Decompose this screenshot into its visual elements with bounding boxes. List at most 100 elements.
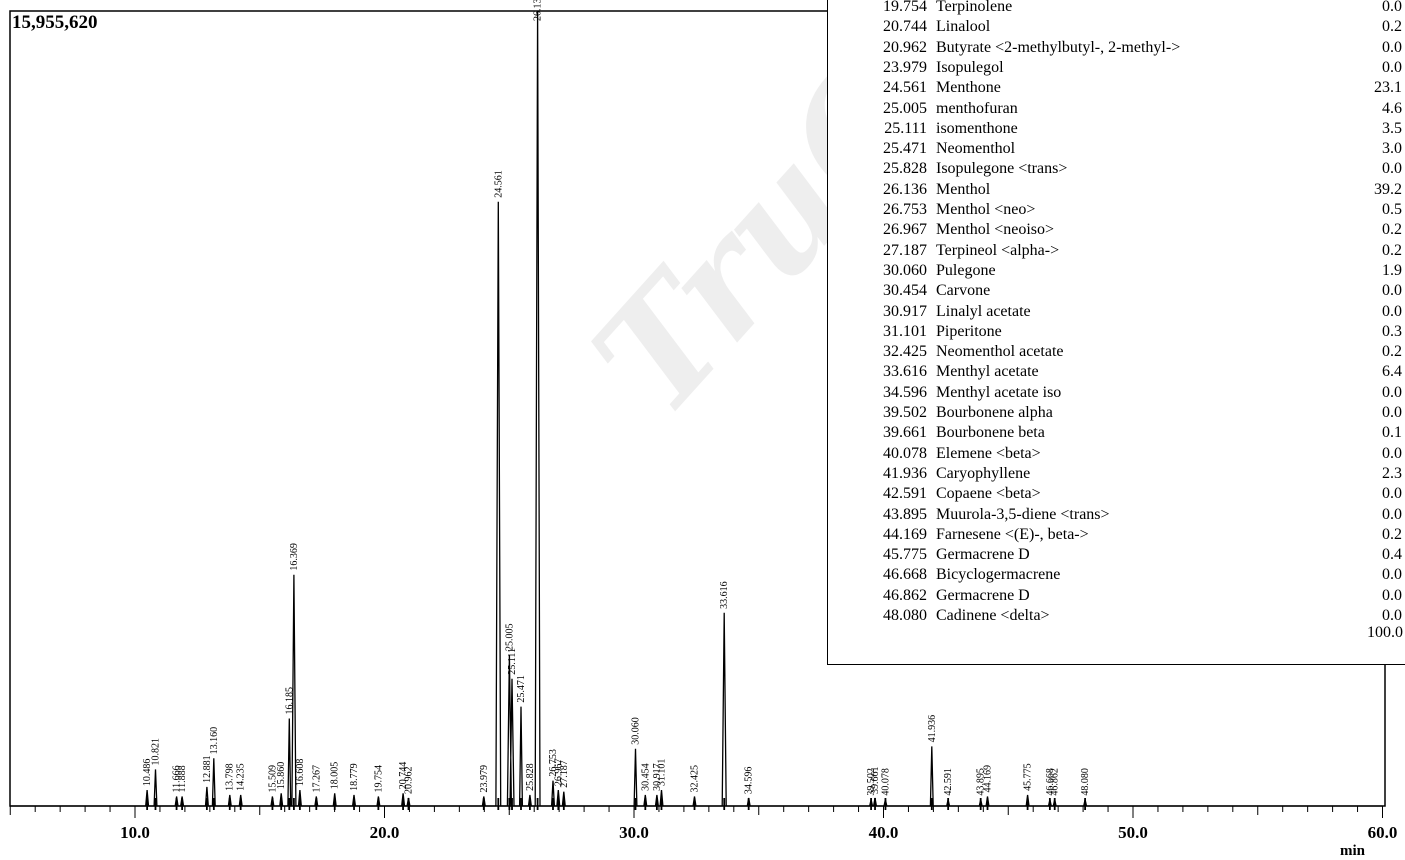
peak-label: 25.111 [507,648,518,675]
row-compound-name: Pulegone [936,261,996,279]
peak-label: 17.267 [311,765,322,793]
table-row: 45.775 Germacrene D 0.4 [828,546,1404,567]
peak-label: 41.936 [927,715,938,743]
row-compound-name: Piperitone [936,322,1002,340]
row-retention-time: 34.596 [883,383,927,401]
row-retention-time: 25.005 [883,99,927,117]
row-compound-name: Elemene <beta> [936,444,1041,462]
peak-label: 26.967 [553,759,564,787]
table-row: 25.828 Isopulegone <trans> 0.0 [828,160,1404,181]
row-area-percent: 0.0 [1382,302,1402,320]
table-row: 34.596 Menthyl acetate iso 0.0 [828,384,1404,405]
row-retention-time: 25.828 [883,160,927,178]
table-row: 32.425 Neomenthol acetate 0.2 [828,343,1404,364]
row-area-percent: 0.0 [1382,566,1402,584]
peak-label: 25.828 [525,763,536,791]
row-area-percent: 4.6 [1382,99,1402,117]
row-area-percent: 0.0 [1382,160,1402,178]
peak-label: 18.005 [330,762,341,790]
row-compound-name: Menthone [936,79,1001,97]
table-row: 26.753 Menthol <neo> 0.5 [828,201,1404,222]
peak-label: 13.160 [209,727,220,755]
peak-label: 32.425 [690,765,701,793]
row-area-percent: 6.4 [1382,363,1402,381]
row-compound-name: Bourbonene alpha [936,404,1053,421]
peak-label: 33.616 [719,581,730,609]
row-area-percent: 0.2 [1382,241,1402,259]
row-area-percent: 39.2 [1374,180,1402,198]
table-row: 39.502 Bourbonene alpha 0.0 [828,404,1404,425]
table-row: 48.080 Cadinene <delta> 0.0 [828,607,1404,628]
row-retention-time: 24.561 [883,79,927,97]
row-area-percent: 0.0 [1382,404,1402,421]
row-compound-name: Isopulegone <trans> [936,160,1068,178]
row-retention-time: 19.754 [883,0,927,15]
peak-label: 26.753 [548,749,559,777]
row-compound-name: Terpineol <alpha-> [936,241,1060,259]
table-row: 43.895 Muurola-3,5-diene <trans> 0.0 [828,506,1404,527]
peak-label: 39.661 [870,767,881,795]
row-compound-name: Butyrate <2-methylbutyl-, 2-methyl-> [936,38,1181,56]
peak-label: 12.881 [202,755,213,783]
table-row: 27.187 Terpineol <alpha-> 0.2 [828,242,1404,263]
peak-label: 15.860 [276,762,287,790]
peak-label: 27.187 [559,760,570,788]
row-retention-time: 46.862 [883,586,927,604]
row-compound-name: Muurola-3,5-diene <trans> [936,505,1110,523]
peak-label: 46.668 [1045,768,1056,796]
x-tick-label: 10.0 [120,823,150,842]
peak-label: 34.596 [744,767,755,795]
row-area-percent: 0.2 [1382,343,1402,361]
row-retention-time: 30.454 [883,282,927,300]
peak-label: 26.136 [533,0,544,21]
peak-label: 46.862 [1050,768,1061,796]
row-retention-time: 45.775 [883,546,927,564]
row-compound-name: Cadinene <delta> [936,607,1050,624]
table-row: 25.111 isomenthone 3.5 [828,120,1404,141]
table-row: 33.616 Menthyl acetate 6.4 [828,363,1404,384]
table-row: 26.136 Menthol 39.2 [828,181,1404,202]
table-row: 19.754 Terpinolene 0.0 [828,0,1404,19]
row-compound-name: Neomenthol [936,140,1016,158]
x-tick-label: 40.0 [869,823,899,842]
row-retention-time: 42.591 [883,485,927,503]
row-retention-time: 39.661 [883,424,927,442]
row-area-percent: 3.0 [1382,140,1402,158]
row-retention-time: 40.078 [883,444,927,462]
table-row: 44.169 Farnesene <(E)-, beta-> 0.2 [828,526,1404,547]
x-tick-label: 60.0 [1368,823,1398,842]
peak-label: 11.666 [172,765,183,792]
y-max-label: 15,955,620 [12,12,98,33]
peak-label: 25.471 [516,675,527,703]
x-tick-label: 30.0 [619,823,649,842]
row-retention-time: 48.080 [883,607,927,624]
peak-label: 19.754 [373,765,384,793]
table-row: 30.454 Carvone 0.0 [828,282,1404,303]
row-compound-name: Isopulegol [936,58,1004,76]
peak-label: 20.744 [398,762,409,790]
peak-label: 11.888 [177,765,188,792]
row-compound-name: Caryophyllene [936,464,1031,482]
row-area-percent: 0.0 [1382,58,1402,76]
row-retention-time: 44.169 [883,525,927,543]
row-compound-name: Linalyl acetate [936,302,1031,320]
row-compound-name: Bourbonene beta [936,424,1045,442]
row-area-percent: 0.0 [1382,485,1402,503]
table-row: 31.101 Piperitone 0.3 [828,323,1404,344]
row-retention-time: 39.502 [883,404,927,421]
peak-label: 13.798 [225,763,236,791]
row-compound-name: menthofuran [936,99,1018,117]
row-area-percent: 0.4 [1382,546,1402,564]
row-area-percent: 0.3 [1382,322,1402,340]
row-compound-name: Menthol <neo> [936,201,1036,218]
row-retention-time: 43.895 [883,505,927,523]
row-compound-name: Farnesene <(E)-, beta-> [936,525,1089,543]
row-compound-name: isomenthone [936,119,1018,137]
peak-label: 48.080 [1080,768,1091,796]
row-compound-name: Menthyl acetate iso [936,383,1062,401]
table-total: 100.0 [1367,624,1403,641]
row-retention-time: 26.753 [883,201,927,218]
row-retention-time: 20.962 [883,38,927,56]
